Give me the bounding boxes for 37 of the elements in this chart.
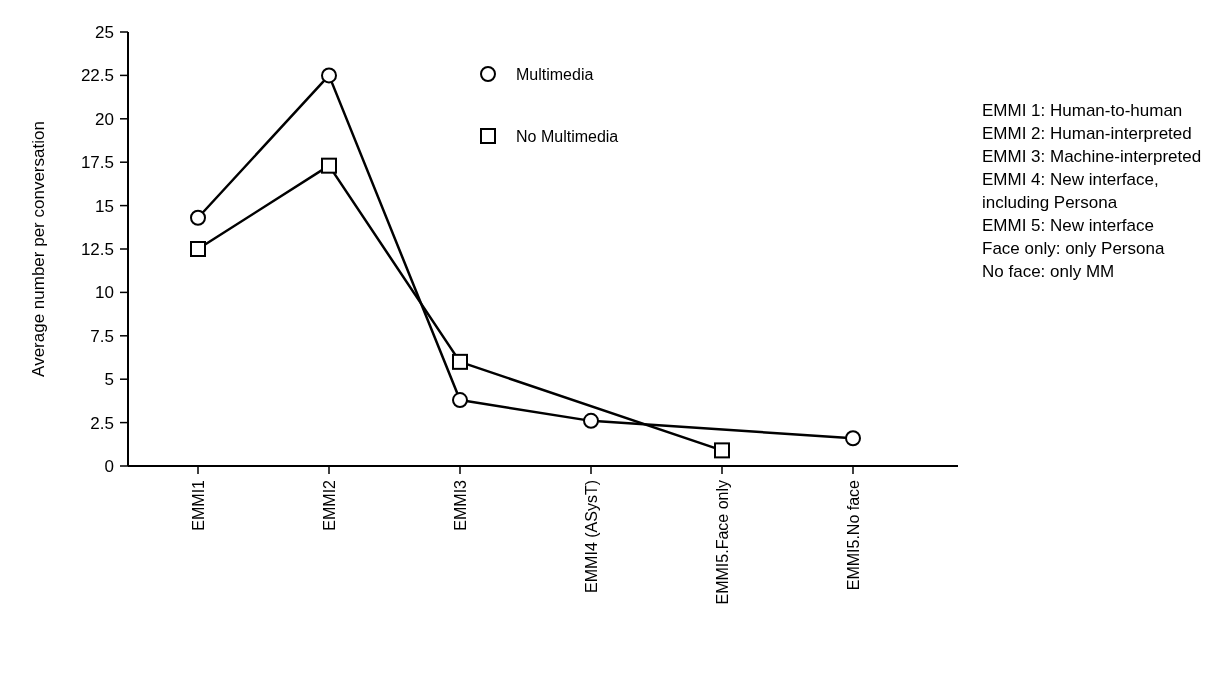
y-tick-label: 0	[104, 456, 114, 476]
legend-label: No Multimedia	[516, 127, 619, 145]
point	[321, 67, 337, 84]
point	[452, 392, 468, 409]
point	[190, 209, 206, 226]
y-tick-label: 2.5	[90, 413, 114, 433]
text: EMMI 1: Human-to-human	[982, 100, 1183, 120]
y-tick-label: 22.5	[80, 66, 114, 86]
x-tick-label: EMMI2	[320, 479, 338, 531]
y-tick-label: 20	[95, 109, 114, 129]
x-tick-label: EMMI3	[451, 479, 469, 531]
y-tick-label: 7.5	[90, 326, 114, 346]
x-tick-label: EMMI1	[189, 479, 207, 531]
y-tick-label: 15	[95, 196, 114, 216]
y-tick-label: 25	[95, 22, 114, 42]
text: Face only: only Persona	[982, 238, 1165, 258]
x-tick-label: EMMI5.Face only	[713, 480, 731, 605]
text: EMMI 2: Human-interpreted	[982, 123, 1192, 143]
point	[190, 241, 206, 257]
y-axis-title: Average number per conversation	[29, 121, 48, 377]
text: EMMI 4: New interface,	[982, 169, 1159, 189]
x-tick-label: EMMI4 (ASysT)	[582, 480, 600, 593]
text: EMMI 5: New interface	[982, 215, 1154, 235]
point	[845, 430, 861, 447]
point	[452, 353, 468, 370]
legend-label: Multimedia	[516, 65, 594, 83]
text: EMMI 3: Machine-interpreted	[982, 146, 1202, 166]
y-tick-label: 12.5	[80, 239, 114, 259]
text: No face: only MM	[982, 261, 1115, 281]
y-tick-label: 5	[104, 370, 114, 390]
point	[583, 412, 599, 429]
x-tick-label: EMMI5.No face	[844, 479, 862, 591]
y-tick-label: 17.5	[80, 153, 114, 173]
y-tick-label: 10	[95, 283, 114, 303]
text: including Persona	[982, 192, 1118, 212]
point	[321, 157, 337, 174]
point	[714, 442, 730, 459]
